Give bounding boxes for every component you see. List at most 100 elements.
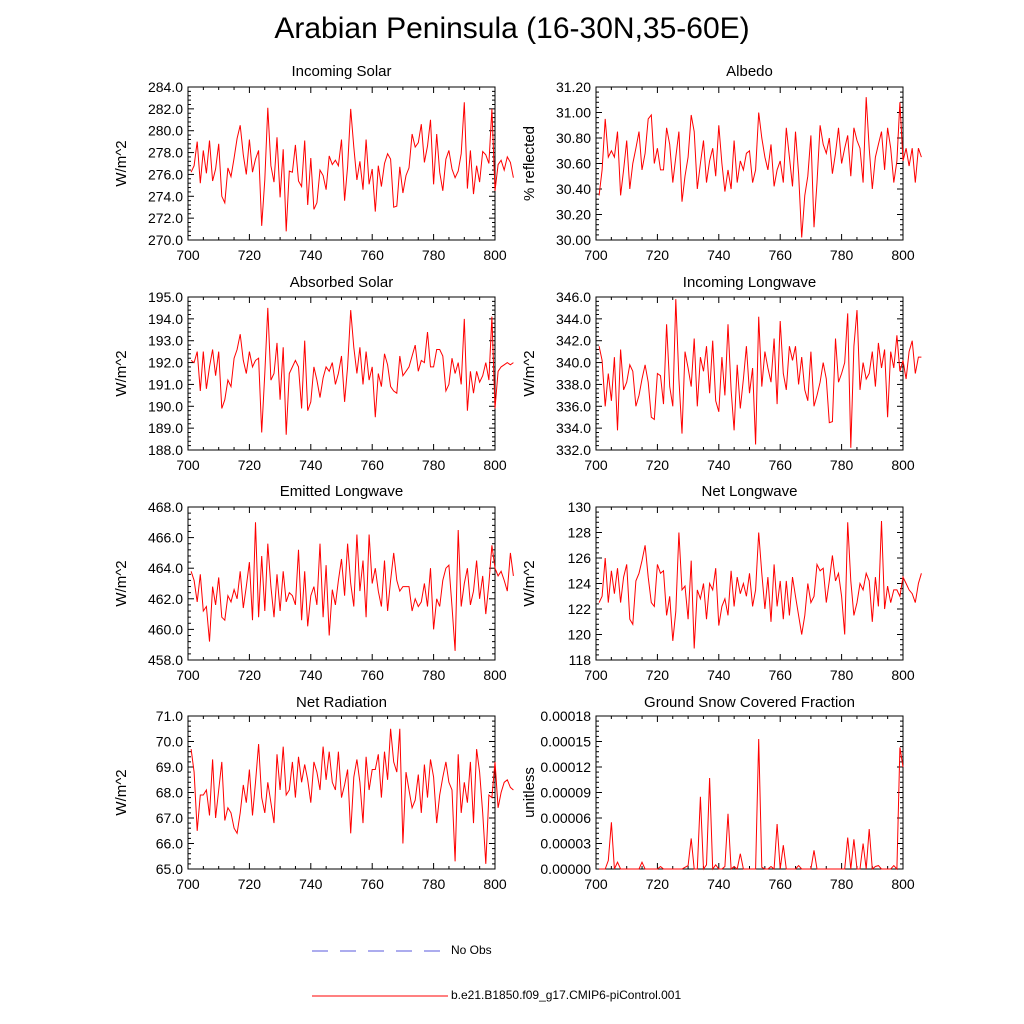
y-tick-label: 340.0: [556, 355, 591, 371]
x-tick-label: 760: [361, 457, 385, 473]
figure-title: Arabian Peninsula (16-30N,35-60E): [274, 12, 750, 45]
y-tick-label: 194.0: [148, 311, 183, 327]
y-tick-label: 274.0: [148, 188, 183, 204]
y-tick-label: 31.20: [556, 79, 591, 95]
x-tick-label: 780: [422, 667, 446, 683]
x-tick-label: 740: [299, 247, 323, 263]
y-tick-label: 0.00012: [540, 759, 591, 775]
x-tick-label: 760: [361, 247, 385, 263]
y-tick-label: 122: [568, 601, 592, 617]
legend-obs-label: No Obs: [451, 943, 492, 957]
panel-albedo: Albedo % reflected 700 720 740 760 780 800 30.00…: [521, 63, 922, 263]
x-tick-label: 740: [299, 667, 323, 683]
y-tick-label: 130: [568, 499, 592, 515]
y-tick-label: 189.0: [148, 420, 183, 436]
x-tick-label: 780: [422, 457, 446, 473]
x-tick-label: 800: [891, 876, 915, 892]
panel-net-radiation: Net Radiation W/m^2 700 720 740 760 780 800 65.0…: [113, 694, 514, 892]
y-tick-label: 332.0: [556, 442, 591, 458]
y-tick-label: 188.0: [148, 442, 183, 458]
y-tick-label: 338.0: [556, 376, 591, 392]
y-tick-label: 66.0: [156, 836, 183, 852]
series-line: [190, 522, 514, 651]
x-tick-label: 760: [361, 876, 385, 892]
y-tick-label: 0.00003: [540, 836, 591, 852]
y-axis-label: unitless: [521, 767, 538, 818]
y-tick-label: 336.0: [556, 398, 591, 414]
x-tick-label: 720: [238, 247, 262, 263]
x-tick-label: 700: [584, 457, 608, 473]
y-tick-label: 464.0: [148, 560, 183, 576]
x-tick-label: 700: [176, 667, 200, 683]
x-tick-label: 720: [646, 876, 670, 892]
x-tick-label: 780: [830, 876, 854, 892]
x-tick-label: 760: [769, 247, 793, 263]
x-tick-label: 800: [483, 667, 507, 683]
series-line: [599, 738, 904, 871]
y-tick-label: 460.0: [148, 621, 183, 637]
y-tick-label: 124: [568, 576, 592, 592]
legend-model-label: b.e21.B1850.f09_g17.CMIP6-piControl.001: [451, 988, 682, 1002]
y-tick-label: 276.0: [148, 166, 183, 182]
y-tick-label: 192.0: [148, 355, 183, 371]
y-tick-label: 71.0: [156, 708, 183, 724]
y-tick-label: 30.00: [556, 232, 591, 248]
y-tick-label: 0.00009: [540, 785, 591, 801]
x-tick-label: 740: [707, 667, 731, 683]
y-tick-label: 118: [569, 652, 592, 668]
x-tick-label: 800: [891, 667, 915, 683]
y-tick-label: 30.40: [556, 181, 591, 197]
x-tick-label: 740: [707, 247, 731, 263]
x-tick-label: 700: [584, 667, 608, 683]
y-tick-label: 30.60: [556, 156, 591, 172]
y-tick-label: 70.0: [156, 734, 183, 750]
y-tick-label: 334.0: [556, 420, 591, 436]
x-tick-label: 700: [584, 247, 608, 263]
y-tick-label: 0.00000: [540, 861, 591, 877]
x-tick-label: 780: [422, 247, 446, 263]
x-tick-label: 760: [769, 876, 793, 892]
y-tick-label: 270.0: [148, 232, 183, 248]
panel-absorbed-solar: Absorbed Solar W/m^2 700 720 740 760 780 800 188…: [113, 274, 514, 473]
x-tick-label: 740: [707, 876, 731, 892]
y-tick-label: 65.0: [156, 861, 183, 877]
x-tick-label: 740: [299, 457, 323, 473]
x-tick-label: 760: [361, 667, 385, 683]
y-axis-label: W/m^2: [521, 560, 538, 606]
x-tick-label: 720: [238, 667, 262, 683]
y-axis-label: W/m^2: [113, 560, 130, 606]
y-tick-label: 128: [568, 525, 592, 541]
y-tick-label: 0.00015: [540, 734, 591, 750]
y-tick-label: 195.0: [148, 289, 183, 305]
y-tick-label: 193.0: [148, 333, 183, 349]
x-tick-label: 780: [830, 247, 854, 263]
panel-title: Net Longwave: [702, 483, 798, 500]
x-tick-label: 780: [830, 667, 854, 683]
x-tick-label: 760: [769, 457, 793, 473]
y-tick-label: 342.0: [556, 333, 591, 349]
x-tick-label: 720: [646, 247, 670, 263]
series-line: [190, 307, 514, 435]
series-line: [598, 520, 922, 649]
panel-title: Incoming Longwave: [683, 274, 816, 291]
y-tick-label: 284.0: [148, 79, 183, 95]
series-line: [190, 102, 514, 232]
y-tick-label: 67.0: [156, 810, 183, 826]
y-axis-label: % reflected: [521, 126, 538, 201]
x-tick-label: 760: [769, 667, 793, 683]
panel-title: Absorbed Solar: [290, 274, 393, 291]
y-tick-label: 191.0: [148, 376, 183, 392]
y-tick-label: 0.00018: [540, 708, 591, 724]
y-tick-label: 30.80: [556, 130, 591, 146]
y-tick-label: 282.0: [148, 101, 183, 117]
panel-net-longwave: Net Longwave W/m^2 700 720 740 760 780 800 118 12…: [521, 483, 922, 683]
panel-incoming-longwave: Incoming Longwave W/m^2 700 720 740 760 780 800…: [521, 274, 922, 473]
y-tick-label: 278.0: [148, 145, 183, 161]
y-tick-label: 272.0: [148, 210, 183, 226]
x-tick-label: 780: [422, 876, 446, 892]
x-tick-label: 700: [176, 457, 200, 473]
y-tick-label: 31.00: [556, 105, 591, 121]
y-tick-label: 468.0: [148, 499, 183, 515]
y-tick-label: 280.0: [148, 123, 183, 139]
